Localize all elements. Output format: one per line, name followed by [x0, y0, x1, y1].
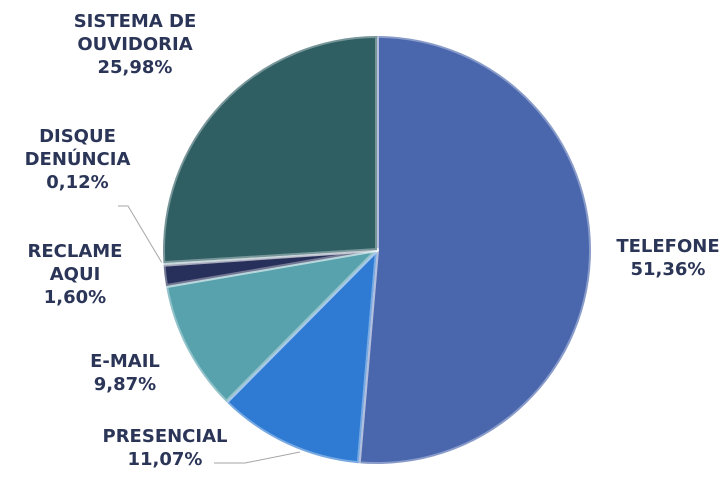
value-label: 9,87% [93, 374, 157, 395]
category-label: TELEFONE [616, 236, 720, 257]
category-label: RECLAME AQUI [27, 241, 123, 285]
slice-label: SISTEMA DE OUVIDORIA 25,98% [55, 10, 215, 79]
leader-line [118, 205, 163, 264]
pie-slice [224, 248, 379, 466]
value-label: 1,60% [43, 287, 107, 308]
category-label: E-MAIL [90, 351, 160, 372]
pie-slice [356, 34, 593, 466]
slice-label: E-MAIL 9,87% [65, 350, 185, 396]
category-label: SISTEMA DE OUVIDORIA [73, 11, 197, 55]
slice-label: PRESENCIAL 11,07% [85, 425, 245, 471]
value-label: 51,36% [630, 259, 706, 280]
category-label: DISQUE DENÚNCIA [24, 126, 131, 170]
pie-slice [161, 248, 379, 267]
pie-slice [161, 34, 379, 266]
value-label: 11,07% [127, 449, 203, 470]
value-label: 25,98% [97, 57, 173, 78]
pie-slice [161, 248, 379, 289]
slice-label: DISQUE DENÚNCIA 0,12% [15, 125, 140, 194]
category-label: PRESENCIAL [102, 426, 228, 447]
slice-label: TELEFONE 51,36% [608, 235, 727, 281]
value-label: 0,12% [46, 172, 109, 193]
slice-label: RECLAME AQUI 1,60% [20, 240, 130, 309]
pie-slice [164, 248, 379, 404]
leader-line [214, 451, 301, 464]
